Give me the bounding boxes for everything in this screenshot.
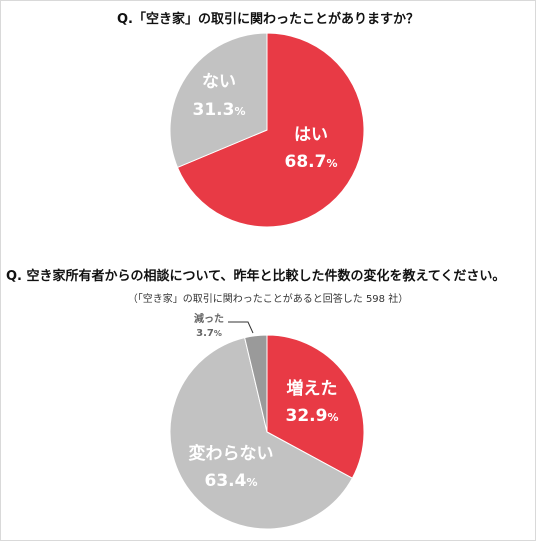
pie1-slice-yes [176, 32, 365, 228]
pie1-value-yes-group: 68.7% [285, 152, 338, 172]
chart2-title: Q. 空き家所有者からの相談について、昨年と比較した件数の変化を教えてください。 [6, 269, 506, 284]
pie2-label-unchanged: 変わらない [189, 443, 274, 464]
pie1-label-no: ない [202, 72, 236, 92]
pie2-slice-increased [266, 334, 365, 479]
pie1-slice-no [169, 32, 268, 169]
pie2-slice-decreased [244, 334, 268, 433]
pie2-slice-unchanged [169, 337, 353, 530]
chart2-subtitle: （「空き家」の取引に関わったことがあると回答した 598 社） [127, 294, 409, 305]
pie2-value-unchanged-group: 63.4% [205, 471, 258, 491]
pie1-label-yes: はい [294, 125, 328, 145]
chart1-title: Q.「空き家」の取引に関わったことがありますか？ [117, 12, 419, 27]
pie2-value-unchanged: 63.4 [205, 471, 247, 491]
pie1-unit-yes: % [326, 157, 337, 170]
pie2-label-decreased: 減った [194, 312, 224, 325]
pie2-label-increased: 増えた [287, 378, 338, 399]
pie2-value-increased: 32.9 [286, 406, 328, 426]
pie2-unit-decreased: % [214, 329, 222, 338]
pie1-value-no: 31.3 [193, 100, 235, 120]
pie2-leader-line [228, 321, 254, 334]
pie2-value-increased-group: 32.9% [286, 406, 339, 426]
pie1-value-no-group: 31.3% [193, 100, 246, 120]
pie1-value-yes: 68.7 [285, 152, 327, 172]
pie2-unit-increased: % [327, 411, 338, 424]
pie2-value-decreased-group: 3.7% [196, 328, 222, 339]
pie2-value-decreased: 3.7 [196, 328, 214, 339]
pie2-unit-unchanged: % [246, 476, 257, 489]
pie1-unit-no: % [234, 105, 245, 118]
